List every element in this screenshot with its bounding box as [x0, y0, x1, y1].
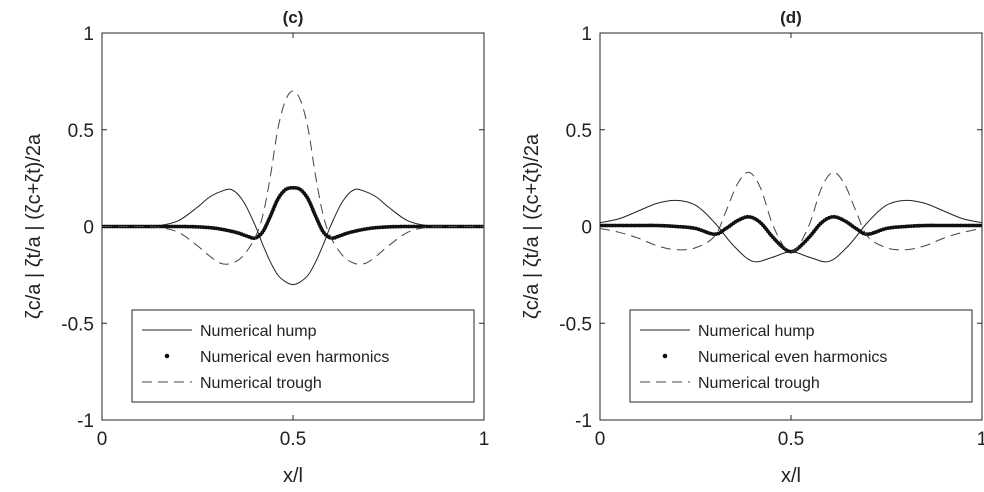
y-tick-label: -0.5	[61, 314, 94, 335]
x-axis-label: x/l	[781, 465, 801, 487]
x-tick-label: 0.5	[778, 429, 804, 450]
x-axis-label: x/l	[283, 465, 303, 487]
series-point-numerical-even-harmonics	[115, 224, 120, 229]
panel-d: (d) 0 0.5 1 1 0.5 0 -0.5 -1 x/l ζc/a | ζt/a | (ζc+…	[521, 8, 984, 487]
legend-label: Numerical trough	[698, 375, 820, 392]
series-point-numerical-even-harmonics	[146, 224, 151, 229]
series-point-numerical-even-harmonics	[600, 223, 605, 228]
series-point-numerical-even-harmonics	[456, 224, 461, 229]
legend-swatch-numerical-even-harmonics	[164, 353, 170, 359]
legend-label: Numerical even harmonics	[200, 349, 389, 366]
series-point-numerical-even-harmonics	[974, 223, 979, 228]
legend-label: Numerical hump	[200, 323, 317, 340]
series-point-numerical-even-harmonics	[629, 223, 634, 228]
series-point-numerical-even-harmonics	[128, 224, 133, 229]
series-line-numerical-hump	[102, 188, 484, 286]
series-point-numerical-even-harmonics	[958, 223, 963, 228]
series-guide-numerical-even-harmonics	[600, 217, 982, 252]
y-tick-label: -1	[575, 411, 592, 432]
series-point-numerical-even-harmonics	[414, 224, 419, 229]
legend-box	[629, 309, 973, 403]
series-point-numerical-even-harmonics	[953, 223, 958, 228]
series-point-numerical-even-harmonics	[616, 223, 621, 228]
series-point-numerical-even-harmonics	[474, 224, 479, 229]
y-tick-label: 0.5	[566, 121, 592, 142]
x-tick-label: 0	[97, 429, 108, 450]
series-point-numerical-even-harmonics	[961, 223, 966, 228]
legend-swatch-numerical-even-harmonics	[662, 353, 668, 359]
y-tick-label: -1	[77, 411, 94, 432]
legend-label: Numerical hump	[698, 323, 815, 340]
series-point-numerical-even-harmonics	[458, 224, 463, 229]
series-point-numerical-even-harmonics	[631, 223, 636, 228]
plot-area	[600, 171, 982, 263]
series-point-numerical-even-harmonics	[613, 223, 618, 228]
series-point-numerical-even-harmonics	[979, 223, 982, 228]
series-point-numerical-even-harmonics	[113, 224, 117, 229]
chart-title: (d)	[780, 8, 802, 27]
x-tick-label: 1	[977, 429, 984, 450]
y-tick-label: 0	[581, 218, 592, 239]
y-axis-label: ζc/a | ζt/a | (ζc+ζt)/2a	[23, 133, 45, 319]
series-line-numerical-trough	[600, 171, 982, 253]
series-point-numerical-even-harmonics	[131, 224, 136, 229]
x-tick-label: 0.5	[280, 429, 306, 450]
series-point-numerical-even-harmonics	[618, 223, 623, 228]
legend: Numerical hump Numerical even harmonics Nu…	[131, 309, 475, 403]
series-line-numerical-trough	[102, 90, 484, 265]
y-tick-label: 0	[83, 218, 94, 239]
series-point-numerical-even-harmonics	[966, 223, 971, 228]
series-point-numerical-even-harmonics	[443, 224, 448, 229]
series-point-numerical-even-harmonics	[943, 223, 948, 228]
series-point-numerical-even-harmonics	[445, 224, 450, 229]
series-point-numerical-even-harmonics	[948, 223, 953, 228]
series-point-numerical-even-harmonics	[165, 224, 169, 229]
series-point-numerical-even-harmonics	[110, 224, 115, 229]
series-point-numerical-even-harmonics	[603, 223, 608, 228]
series-point-numerical-even-harmonics	[621, 223, 626, 228]
series-point-numerical-even-harmonics	[945, 223, 950, 228]
x-tick-label: 0	[595, 429, 606, 450]
series-point-numerical-even-harmonics	[430, 224, 435, 229]
series-point-numerical-even-harmonics	[611, 223, 615, 228]
series-point-numerical-even-harmonics	[624, 223, 628, 228]
series-point-numerical-even-harmonics	[144, 224, 149, 229]
legend: Numerical hump Numerical even harmonics Nu…	[629, 309, 973, 403]
series-point-numerical-even-harmonics	[951, 223, 955, 228]
series-point-numerical-even-harmonics	[647, 223, 652, 228]
series-point-numerical-even-harmonics	[964, 223, 968, 228]
series-point-numerical-even-harmonics	[956, 223, 961, 228]
y-tick-label: 1	[581, 24, 592, 45]
y-tick-label: -0.5	[559, 314, 592, 335]
series-point-numerical-even-harmonics	[940, 223, 945, 228]
series-point-numerical-even-harmonics	[626, 223, 631, 228]
series-guide-numerical-even-harmonics	[102, 188, 484, 238]
plot-area	[102, 90, 484, 286]
x-tick-label: 1	[479, 429, 490, 450]
panel-c: (c) 0 0.5 1 1 0.5 0 -0.5 -1 x/l ζc/a | ζt/a | (ζc+…	[23, 8, 489, 487]
y-tick-label: 1	[83, 24, 94, 45]
legend-box	[131, 309, 475, 403]
series-point-numerical-even-harmonics	[427, 224, 432, 229]
series-point-numerical-even-harmonics	[605, 223, 610, 228]
chart-title: (c)	[283, 8, 304, 27]
series-point-numerical-even-harmonics	[977, 223, 981, 228]
series-point-numerical-even-harmonics	[608, 223, 613, 228]
series-point-numerical-even-harmonics	[927, 223, 932, 228]
series-point-numerical-even-harmonics	[440, 224, 445, 229]
series-point-numerical-even-harmonics	[969, 223, 974, 228]
series-point-numerical-even-harmonics	[461, 224, 466, 229]
series-point-numerical-even-harmonics	[634, 223, 639, 228]
legend-label: Numerical even harmonics	[698, 349, 887, 366]
legend-label: Numerical trough	[200, 375, 322, 392]
y-axis-label: ζc/a | ζt/a | (ζc+ζt)/2a	[521, 133, 543, 319]
series-point-numerical-even-harmonics	[971, 223, 976, 228]
y-tick-label: 0.5	[68, 121, 94, 142]
series-point-numerical-even-harmonics	[477, 224, 481, 229]
